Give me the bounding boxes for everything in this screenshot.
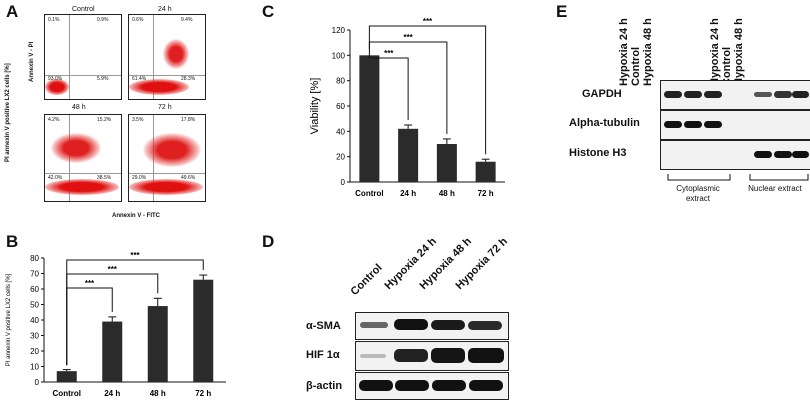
blot-e-row-alpha-tubulin: Alpha-tubulin <box>569 117 640 129</box>
significance-bracket <box>368 25 487 155</box>
y-tick-label: 100 <box>332 51 346 60</box>
significance-label: *** <box>130 251 140 260</box>
fcs-xlabel: Annexin V - FITC <box>112 213 160 219</box>
blot-d-strip-hif1a <box>355 341 509 371</box>
x-tick-label: 48 h <box>439 189 455 198</box>
fcs-q-ll-24h: 61.4% <box>132 76 147 82</box>
y-axis-label: Viability [%] <box>309 78 321 135</box>
x-tick-label: 72 h <box>478 189 494 198</box>
x-tick-label: 72 h <box>195 389 211 398</box>
y-tick-label: 40 <box>336 127 345 136</box>
fcs-q-ur-72h: 17.8% <box>181 117 196 123</box>
fcs-q-lr-control: 5.9% <box>97 76 109 82</box>
fcs-q-ur-control: 0.9% <box>97 17 109 23</box>
y-tick-label: 50 <box>30 301 39 310</box>
blot-e-lane-hypoxia48-cyto: Hypoxia 48 h <box>642 18 654 86</box>
significance-bracket <box>368 49 409 120</box>
blot-e-lane-hypoxia24-nuc: Hypoxia 24 h <box>709 18 721 86</box>
blot-e-lane-control-cyto: Control <box>630 46 642 86</box>
y-tick-label: 30 <box>30 332 39 341</box>
panel-c-bar-chart: 0 20 40 60 80 100 120 Viability [%] Control 24 h 4… <box>309 17 505 198</box>
blot-d-strip-bactin <box>355 372 509 400</box>
y-tick-label: 80 <box>30 254 39 263</box>
fcs-plot-control: 0.1% 0.9% 93.0% 5.9% <box>44 14 122 100</box>
fcs-q-lr-72h: 49.6% <box>181 175 196 181</box>
fcs-q-ul-48h: 4.2% <box>48 117 60 123</box>
panel-letter-c: C <box>262 2 275 21</box>
y-tick-label: 0 <box>341 178 346 187</box>
blot-e-group-nuclear: Nuclear extract <box>748 184 802 193</box>
y-tick-label: 20 <box>30 347 39 356</box>
y-tick-label: 40 <box>30 316 39 325</box>
blot-e-strip-gapdh <box>660 80 810 110</box>
fcs-plot-24h: 0.6% 9.4% 61.4% 28.3% <box>128 14 206 100</box>
x-tick-label: 24 h <box>104 389 120 398</box>
fcs-q-ur-24h: 9.4% <box>181 17 193 23</box>
fcs-q-ll-72h: 29.0% <box>132 175 147 181</box>
panel-letter-d: D <box>262 232 275 251</box>
blot-d-row-bactin: β-actin <box>306 380 343 392</box>
significance-bracket <box>66 259 204 366</box>
y-axis-label: PI annexin V positive LX2 cells [%] <box>6 273 12 366</box>
fcs-q-ul-control: 0.1% <box>48 17 60 23</box>
fcs-q-lr-48h: 38.5% <box>97 175 112 181</box>
blot-e-strip-histone-h3 <box>660 140 810 170</box>
y-tick-label: 60 <box>336 102 345 111</box>
panel-a-outer-ylabel: PI annexin V positive LX2 cells [%] <box>5 63 11 162</box>
fcs-ylabel-top: Annexin V - PI <box>29 41 35 82</box>
significance-label: *** <box>384 49 394 58</box>
fcs-q-lr-24h: 28.3% <box>181 76 196 82</box>
significance-label: *** <box>403 33 413 42</box>
fcs-plot-48h: 4.2% 15.2% 42.0% 38.5% <box>44 114 122 202</box>
y-tick-label: 20 <box>336 153 345 162</box>
panel-b-bar-chart: 0 10 20 30 40 50 60 70 80 PI annexin V positive L… <box>6 251 226 398</box>
y-tick-label: 80 <box>336 77 345 86</box>
fcs-plot-72h: 3.5% 17.8% 29.0% 49.6% <box>128 114 206 202</box>
bar <box>475 161 496 182</box>
panel-letter-a: A <box>6 2 19 21</box>
bar <box>147 306 168 382</box>
panel-letter-e: E <box>556 2 568 21</box>
blot-e-row-histone-h3: Histone H3 <box>569 147 627 159</box>
bar <box>193 279 214 382</box>
blot-e-strip-alpha-tubulin <box>660 110 810 140</box>
fcs-title-24h: 24 h <box>158 6 172 13</box>
significance-label: *** <box>423 17 433 26</box>
significance-label: *** <box>85 279 95 288</box>
bar <box>398 128 419 182</box>
x-tick-label: 48 h <box>150 389 166 398</box>
y-tick-label: 0 <box>35 378 40 387</box>
fcs-q-ul-24h: 0.6% <box>132 17 144 23</box>
y-tick-label: 60 <box>30 285 39 294</box>
bar <box>102 321 123 382</box>
fcs-q-ll-48h: 42.0% <box>48 175 63 181</box>
blot-d-strip-asma <box>355 312 509 340</box>
bar <box>436 144 457 182</box>
fcs-q-ur-48h: 15.2% <box>97 117 112 123</box>
fcs-title-48h: 48 h <box>72 104 86 111</box>
y-tick-label: 70 <box>30 270 39 279</box>
blot-e-row-gapdh: GAPDH <box>582 88 622 100</box>
y-tick-label: 10 <box>30 363 39 372</box>
blot-d-row-asma: α-SMA <box>306 320 341 332</box>
y-tick-label: 120 <box>332 26 346 35</box>
bar <box>359 55 380 183</box>
x-tick-label: Control <box>355 189 383 198</box>
blot-d-lane-control: Control <box>348 261 385 298</box>
x-tick-label: 24 h <box>400 189 416 198</box>
blot-e-lane-hypoxia24-cyto: Hypoxia 24 h <box>618 18 630 86</box>
blot-e-lane-hypoxia48-nuc: Hypoxia 48 h <box>733 18 745 86</box>
fcs-q-ul-72h: 3.5% <box>132 117 144 123</box>
panel-letter-b: B <box>6 232 19 251</box>
blot-d-row-hif1a: HIF 1α <box>306 349 340 361</box>
fcs-title-control: Control <box>72 6 95 13</box>
blot-e-group-cytoplasmic: Cytoplasmic extract <box>676 184 720 203</box>
fcs-q-ll-control: 93.0% <box>48 76 63 82</box>
bar <box>56 371 77 382</box>
significance-label: *** <box>108 265 118 274</box>
fcs-title-72h: 72 h <box>158 104 172 111</box>
blot-e-group-brackets <box>667 174 809 181</box>
x-tick-label: Control <box>53 389 81 398</box>
